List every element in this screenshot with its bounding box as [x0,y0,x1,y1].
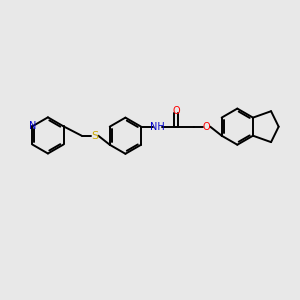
Text: O: O [203,122,211,132]
Text: N: N [28,122,36,131]
Text: NH: NH [150,122,164,132]
Text: S: S [91,131,98,141]
Text: O: O [172,106,180,116]
